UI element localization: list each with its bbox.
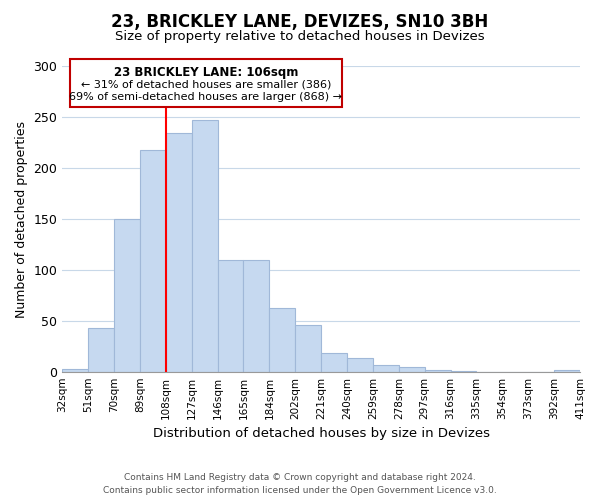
FancyBboxPatch shape <box>70 60 342 107</box>
Bar <box>321 354 347 372</box>
Bar <box>425 370 451 372</box>
Bar <box>399 366 425 372</box>
Bar <box>244 260 269 372</box>
Text: ← 31% of detached houses are smaller (386): ← 31% of detached houses are smaller (38… <box>81 80 331 90</box>
Bar <box>192 120 218 372</box>
Bar <box>166 132 192 372</box>
Bar <box>88 328 114 372</box>
Text: 23, BRICKLEY LANE, DEVIZES, SN10 3BH: 23, BRICKLEY LANE, DEVIZES, SN10 3BH <box>112 12 488 30</box>
Bar <box>451 370 476 372</box>
Bar <box>140 150 166 372</box>
Bar <box>269 308 295 372</box>
Bar <box>62 368 88 372</box>
Bar <box>373 364 399 372</box>
Text: Size of property relative to detached houses in Devizes: Size of property relative to detached ho… <box>115 30 485 43</box>
Bar <box>114 219 140 372</box>
Text: 23 BRICKLEY LANE: 106sqm: 23 BRICKLEY LANE: 106sqm <box>114 66 298 80</box>
Bar <box>347 358 373 372</box>
Bar <box>295 325 321 372</box>
Text: Contains HM Land Registry data © Crown copyright and database right 2024.
Contai: Contains HM Land Registry data © Crown c… <box>103 473 497 495</box>
Y-axis label: Number of detached properties: Number of detached properties <box>15 120 28 318</box>
X-axis label: Distribution of detached houses by size in Devizes: Distribution of detached houses by size … <box>152 427 490 440</box>
Text: 69% of semi-detached houses are larger (868) →: 69% of semi-detached houses are larger (… <box>70 92 343 102</box>
Bar <box>218 260 244 372</box>
Bar <box>554 370 580 372</box>
